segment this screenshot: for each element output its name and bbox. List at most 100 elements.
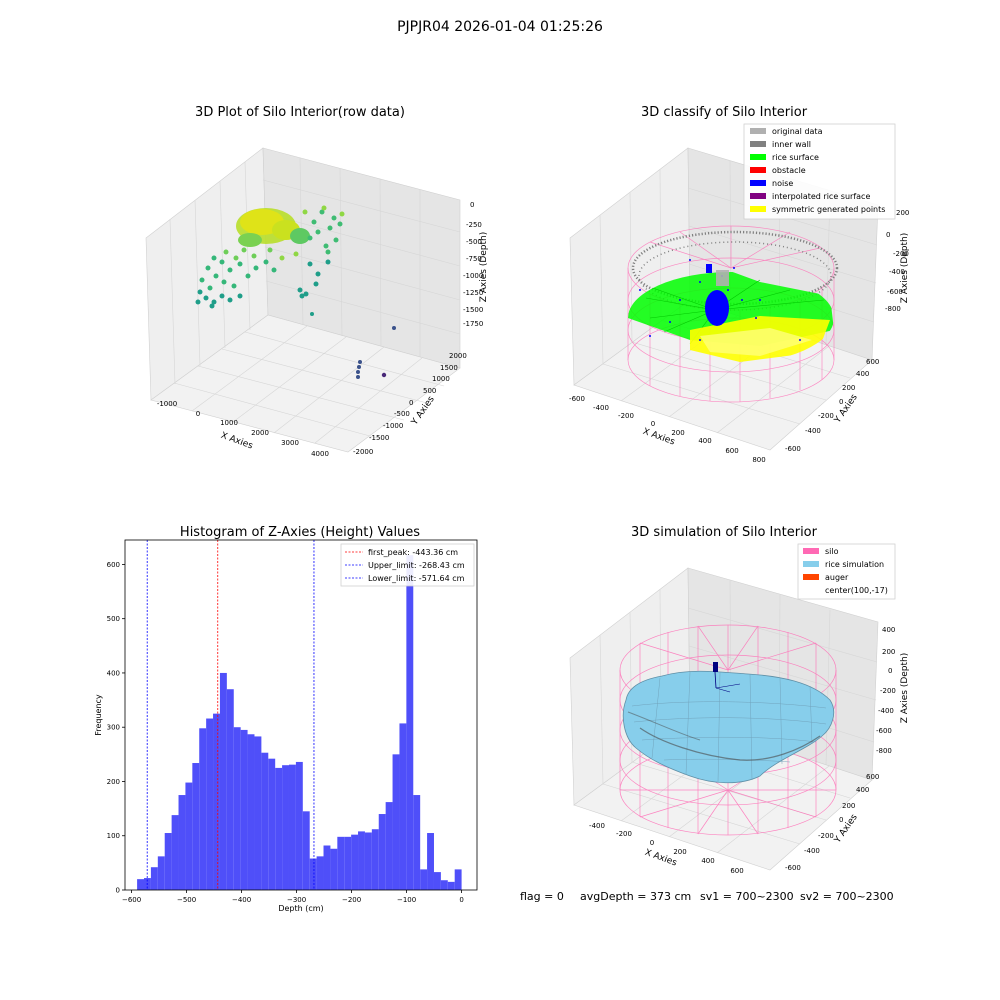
histogram-bar bbox=[199, 728, 207, 890]
svg-text:0: 0 bbox=[196, 410, 200, 418]
histogram-bar bbox=[192, 763, 200, 890]
svg-text:200: 200 bbox=[842, 384, 855, 392]
histogram-bar bbox=[226, 689, 234, 890]
svg-text:1000: 1000 bbox=[432, 375, 450, 383]
histogram-x-tick-label: −300 bbox=[287, 896, 306, 904]
legend-swatch-original-data bbox=[750, 128, 766, 134]
histogram-bar bbox=[413, 795, 421, 890]
svg-text:0: 0 bbox=[888, 667, 892, 675]
svg-text:-600: -600 bbox=[785, 864, 801, 872]
histogram-bar bbox=[268, 758, 276, 890]
histogram-y-label: Frequency bbox=[94, 694, 103, 736]
classify-rice-surface bbox=[628, 272, 834, 362]
panel-classify-3d: 3D classify of Silo Interior bbox=[569, 105, 910, 464]
svg-text:-1500: -1500 bbox=[463, 306, 483, 314]
svg-text:400: 400 bbox=[882, 626, 895, 634]
svg-text:-200: -200 bbox=[893, 250, 909, 258]
histogram-bar bbox=[433, 872, 441, 890]
legend-label-original-data: original data bbox=[772, 127, 823, 136]
svg-text:600: 600 bbox=[866, 358, 879, 366]
svg-text:0: 0 bbox=[409, 399, 413, 407]
histogram-y-tick-label: 400 bbox=[107, 669, 120, 677]
histogram-x-ticks: −600 −500 −400 −300 −200 −100 0 bbox=[122, 890, 464, 904]
svg-text:600: 600 bbox=[866, 773, 879, 781]
histogram-bar bbox=[392, 754, 400, 890]
panel-simulation-3d: 3D simulation of Silo Interior bbox=[569, 525, 910, 875]
histogram-bar bbox=[358, 831, 365, 890]
svg-text:3000: 3000 bbox=[281, 439, 299, 447]
legend-label-rice-surface: rice surface bbox=[772, 153, 819, 162]
histogram-x-tick-label: −200 bbox=[342, 896, 361, 904]
svg-text:-1000: -1000 bbox=[463, 272, 483, 280]
simulation-y-label: Y Axies bbox=[832, 812, 860, 845]
legend-label-lower-limit: Lower_limit: -571.64 cm bbox=[368, 574, 465, 583]
legend-label-symmetric-generated-points: symmetric generated points bbox=[772, 205, 885, 214]
svg-text:-200: -200 bbox=[818, 412, 834, 420]
svg-text:400: 400 bbox=[856, 786, 869, 794]
classify-y-ticks: -600 -400 -200 0 200 400 600 bbox=[785, 358, 879, 453]
histogram-title: Histogram of Z-Axies (Height) Values bbox=[180, 525, 420, 540]
histogram-y-tick-label: 600 bbox=[107, 561, 120, 569]
histogram-bar bbox=[185, 782, 193, 890]
histogram-axes-frame bbox=[124, 539, 478, 891]
classify-z-label: Z Axies (Depth) bbox=[900, 233, 910, 304]
svg-text:-400: -400 bbox=[889, 268, 905, 276]
histogram-bar bbox=[302, 811, 310, 890]
legend-label-center: center(100,-17) bbox=[825, 586, 888, 595]
svg-text:-200: -200 bbox=[618, 412, 634, 420]
simulation-auger bbox=[713, 662, 741, 693]
svg-text:-2000: -2000 bbox=[353, 448, 373, 456]
histogram-bar bbox=[288, 764, 296, 890]
histogram-bar bbox=[385, 802, 393, 890]
svg-text:-1250: -1250 bbox=[463, 289, 483, 297]
svg-text:-200: -200 bbox=[616, 830, 632, 838]
svg-text:400: 400 bbox=[856, 370, 869, 378]
legend-label-first-peak: first_peak: -443.36 cm bbox=[368, 548, 458, 557]
svg-text:-1500: -1500 bbox=[369, 434, 389, 442]
classify-x-ticks: -600 -400 -200 0 200 400 600 800 bbox=[569, 395, 766, 464]
svg-text:2000: 2000 bbox=[251, 429, 269, 437]
svg-text:0: 0 bbox=[839, 816, 843, 824]
raw-x-ticks: -1000 0 1000 2000 3000 4000 bbox=[157, 400, 329, 458]
histogram-vlines bbox=[146, 540, 315, 890]
histogram-x-tick-label: −400 bbox=[232, 896, 251, 904]
footer-sv2: sv2 = 700~2300 bbox=[800, 890, 894, 903]
histogram-bar bbox=[137, 879, 145, 890]
histogram-x-tick-label: 0 bbox=[459, 896, 463, 904]
histogram-y-tick-label: 200 bbox=[107, 778, 120, 786]
histogram-bar bbox=[164, 833, 172, 890]
histogram-bar bbox=[295, 761, 303, 890]
svg-text:200: 200 bbox=[671, 429, 684, 437]
svg-text:1500: 1500 bbox=[440, 364, 458, 372]
histogram-bar bbox=[378, 814, 386, 890]
svg-text:0: 0 bbox=[839, 398, 843, 406]
footer-avg-depth: avgDepth = 373 cm bbox=[580, 890, 691, 903]
histogram-bar bbox=[171, 815, 179, 890]
svg-text:0: 0 bbox=[650, 839, 654, 847]
histogram-legend: first_peak: -443.36 cm Upper_limit: -268… bbox=[340, 543, 475, 587]
simulation-z-label: Z Axies (Depth) bbox=[900, 653, 910, 724]
svg-text:-600: -600 bbox=[876, 727, 892, 735]
footer-sv1: sv1 = 700~2300 bbox=[700, 890, 794, 903]
svg-text:200: 200 bbox=[882, 648, 895, 656]
histogram-bar bbox=[213, 713, 220, 890]
svg-text:4000: 4000 bbox=[311, 450, 329, 458]
svg-text:200: 200 bbox=[896, 209, 909, 217]
figure-title: PJPJR04 2026-01-04 01:25:26 bbox=[397, 19, 603, 35]
svg-text:0: 0 bbox=[651, 420, 655, 428]
status-footer: flag = 0 avgDepth = 373 cm sv1 = 700~230… bbox=[520, 890, 894, 903]
histogram-bar bbox=[371, 829, 379, 890]
histogram-bar bbox=[316, 856, 324, 890]
svg-text:-400: -400 bbox=[589, 822, 605, 830]
classify-legend: original data inner wall rice surface ob… bbox=[743, 123, 896, 220]
legend-swatch-auger bbox=[803, 574, 819, 580]
panel-histogram: Histogram of Z-Axies (Height) Values −60… bbox=[94, 525, 478, 913]
svg-text:-600: -600 bbox=[887, 288, 903, 296]
histogram-bar bbox=[247, 734, 255, 890]
svg-text:400: 400 bbox=[701, 857, 714, 865]
svg-text:-200: -200 bbox=[818, 832, 834, 840]
svg-text:200: 200 bbox=[673, 848, 686, 856]
legend-label-auger: auger bbox=[825, 573, 849, 582]
svg-text:1000: 1000 bbox=[220, 419, 238, 427]
svg-text:-600: -600 bbox=[569, 395, 585, 403]
